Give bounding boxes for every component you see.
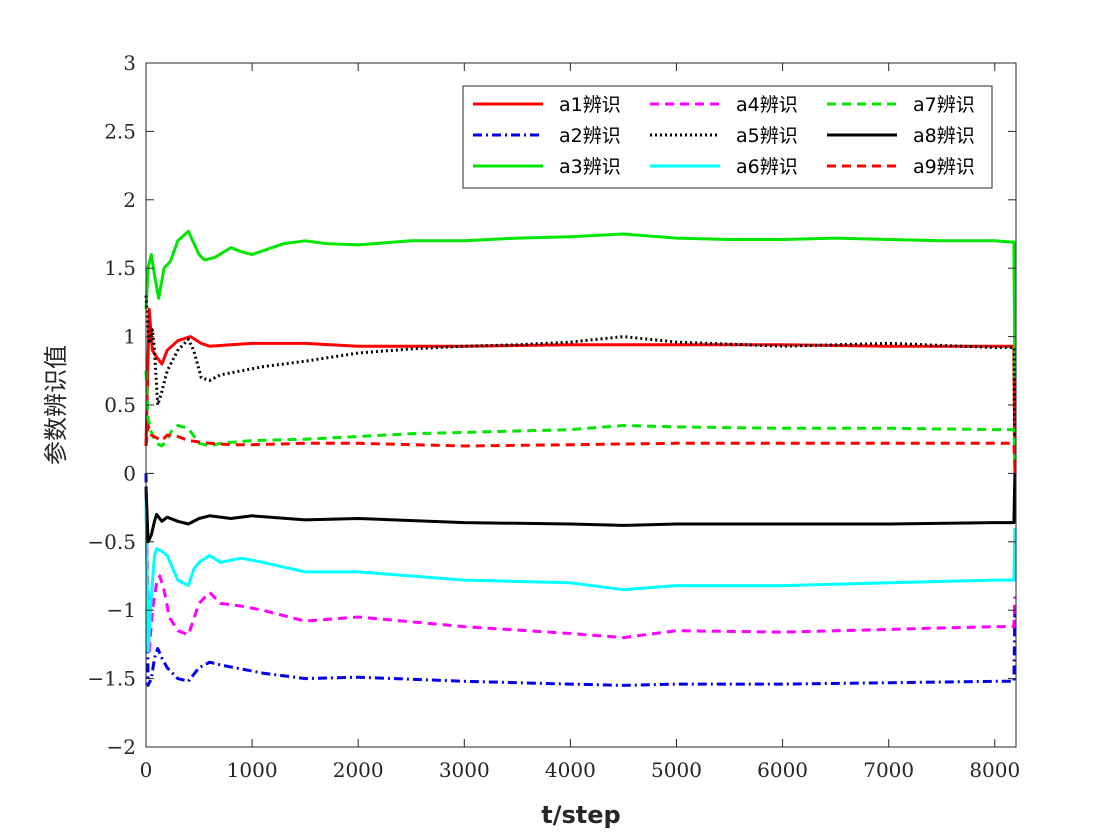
- legend-label-a4: a4辨识: [736, 94, 798, 116]
- legend-label-a1: a1辨识: [559, 94, 621, 116]
- legend: a1辨识 a2辨识 a3辨识 a4辨识 a5辨识 a6辨识 a7辨识 a8辨识 a9辨识: [462, 85, 993, 189]
- series-line-a9: [144, 424, 1017, 467]
- y-tick-label: −1.5: [87, 667, 136, 691]
- legend-label-a3: a3辨识: [559, 156, 621, 178]
- x-tick-label: 6000: [757, 758, 808, 782]
- x-tick-label: 2000: [333, 758, 384, 782]
- legend-label-a7: a7辨识: [913, 94, 975, 116]
- x-tick-label: 0: [140, 758, 153, 782]
- x-tick-label: 7000: [863, 758, 914, 782]
- y-tick-label: 3: [123, 51, 136, 75]
- legend-label-a9: a9辨识: [913, 156, 975, 178]
- x-tick-label: 1000: [227, 758, 278, 782]
- x-tick-label: 8000: [969, 758, 1020, 782]
- x-axis: 0 1000 2000 3000 4000 5000 6000 7000 8000: [140, 63, 1020, 782]
- y-tick-label: 1: [123, 325, 136, 349]
- legend-label-a2: a2辨识: [559, 125, 621, 147]
- series-line-a1: [144, 307, 1017, 474]
- series-line-a4: [144, 500, 1017, 653]
- legend-box: [462, 85, 993, 189]
- series-line-a2: [144, 473, 1017, 687]
- x-tick-label: 3000: [439, 758, 490, 782]
- series-line-a6: [144, 500, 1017, 653]
- x-tick-label: 5000: [651, 758, 702, 782]
- y-tick-label: −1: [107, 598, 136, 622]
- y-tick-label: 2.5: [104, 119, 136, 143]
- legend-label-a8: a8辨识: [913, 125, 975, 147]
- x-axis-title: t/step: [541, 801, 620, 829]
- y-tick-label: −2: [107, 735, 136, 759]
- y-axis: −2 −1.5 −1 −0.5 0 0.5 1 1.5 2 2.5 3: [87, 51, 1016, 759]
- y-tick-label: −0.5: [87, 530, 136, 554]
- series-line-a8: [144, 473, 1017, 544]
- legend-label-a5: a5辨识: [736, 125, 798, 147]
- y-tick-label: 1.5: [104, 256, 136, 280]
- y-tick-label: 2: [123, 188, 136, 212]
- legend-label-a6: a6辨识: [736, 156, 798, 178]
- y-axis-title: 参数辨识值: [42, 345, 70, 465]
- series-line-a3: [144, 229, 1017, 378]
- x-tick-label: 4000: [545, 758, 596, 782]
- series-line-a7: [144, 370, 1017, 460]
- series-layer: [144, 229, 1017, 687]
- y-tick-label: 0.5: [104, 393, 136, 417]
- y-tick-label: 0: [123, 461, 136, 485]
